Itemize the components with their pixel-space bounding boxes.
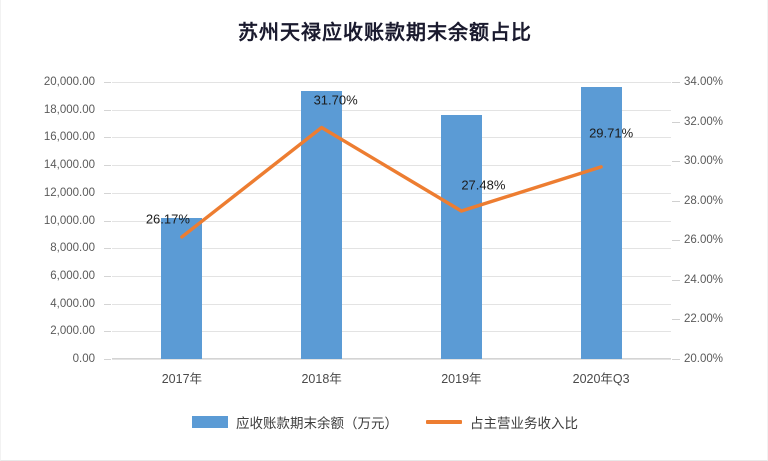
y-axis-right-tick <box>672 200 680 202</box>
y-axis-left-tick <box>104 275 111 277</box>
line-swatch-icon <box>426 420 462 424</box>
y-axis-left-tick-label: 0.00 <box>72 353 95 365</box>
gridline <box>112 248 671 250</box>
legend-label-bar: 应收账款期末余额（万元） <box>236 416 398 431</box>
legend-item-bar[interactable]: 应收账款期末余额（万元） <box>192 412 398 432</box>
bar[interactable] <box>580 87 622 359</box>
x-axis-tick-label: 2019年 <box>441 372 482 386</box>
x-axis-line <box>112 358 671 359</box>
line-series <box>180 125 603 239</box>
y-axis-right-tick <box>672 359 680 360</box>
gridline <box>112 303 671 305</box>
y-axis-left-tick-label: 6,000.00 <box>50 269 95 282</box>
y-axis-left-tick <box>104 137 111 139</box>
chart-legend: 应收账款期末余额（万元） 占主营业务收入比 <box>1 412 768 432</box>
y-axis-right-tick-label: 24.00% <box>684 273 724 286</box>
gridline <box>112 165 671 167</box>
y-axis-right-tick-label: 26.00% <box>684 234 724 247</box>
y-axis-right-tick <box>672 161 680 163</box>
bar[interactable] <box>161 218 203 359</box>
gridline <box>112 192 671 194</box>
y-axis-right-tick-label: 32.00% <box>684 115 724 128</box>
y-axis-left-tick <box>104 248 111 250</box>
chart-title: 苏州天禄应收账款期末余额占比 <box>238 20 532 44</box>
y-axis-right-tick <box>672 121 680 123</box>
gridline <box>112 275 671 277</box>
gridline <box>112 331 671 333</box>
gridline <box>112 82 671 83</box>
y-axis-right-tick-label: 20.00% <box>684 353 724 365</box>
y-axis-left-tick <box>104 359 111 360</box>
gridline <box>112 109 671 111</box>
y-axis-right-tick <box>672 240 680 242</box>
bar-swatch-icon <box>192 416 228 428</box>
y-axis-right-tick-label: 28.00% <box>684 194 724 207</box>
x-axis-tick-label: 2018年 <box>301 372 342 386</box>
legend-label-line: 占主营业务收入比 <box>470 416 578 431</box>
plot-area <box>112 82 671 360</box>
y-axis-left-tick <box>104 109 111 111</box>
y-axis-left-tick-label: 14,000.00 <box>43 159 95 172</box>
y-axis-left-tick-label: 12,000.00 <box>43 186 95 199</box>
y-axis-left-tick <box>104 82 111 83</box>
y-axis-right-tick <box>672 279 680 281</box>
y-axis-right-tick-label: 34.00% <box>684 76 724 88</box>
y-axis-left-tick-label: 16,000.00 <box>43 131 95 144</box>
y-axis-left-tick <box>104 220 111 222</box>
y-axis-left-tick <box>104 331 111 333</box>
x-axis-tick-label: 2017年 <box>161 372 203 386</box>
data-label: 27.48% <box>461 177 506 193</box>
line-path <box>180 125 603 239</box>
bar[interactable] <box>440 114 482 359</box>
y-axis-right-tick <box>672 82 680 83</box>
y-axis-left-tick <box>104 165 111 167</box>
y-axis-left-tick-label: 20,000.00 <box>43 76 95 88</box>
x-axis-tick-label: 2020年Q3 <box>572 372 630 386</box>
data-label: 29.71% <box>589 125 634 141</box>
y-axis-right-tick <box>672 319 680 321</box>
gridline <box>112 220 671 222</box>
y-axis-left-tick-label: 4,000.00 <box>50 297 95 310</box>
data-label: 26.17% <box>145 211 190 227</box>
y-axis-left-tick <box>104 192 111 194</box>
y-axis-left-tick <box>104 303 111 305</box>
y-axis-right-tick-label: 22.00% <box>684 313 724 326</box>
y-axis-left-tick-label: 10,000.00 <box>43 214 95 227</box>
y-axis-right-tick-label: 30.00% <box>684 155 724 168</box>
y-axis-left-tick-label: 18,000.00 <box>43 103 95 116</box>
y-axis-left-tick-label: 2,000.00 <box>50 325 95 338</box>
gridline <box>112 137 671 139</box>
data-label: 31.70% <box>313 92 358 107</box>
gridline <box>112 359 671 360</box>
legend-item-line[interactable]: 占主营业务收入比 <box>426 412 578 432</box>
y-axis-left-tick-label: 8,000.00 <box>50 242 95 255</box>
